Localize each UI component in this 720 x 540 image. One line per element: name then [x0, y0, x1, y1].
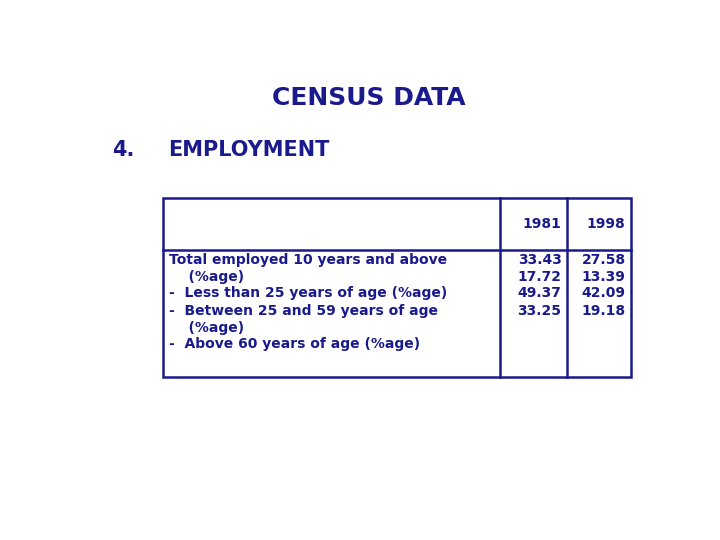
- Text: -  Less than 25 years of age (%age): - Less than 25 years of age (%age): [169, 287, 448, 300]
- Text: (%age): (%age): [169, 321, 244, 335]
- Text: 27.58: 27.58: [582, 253, 626, 267]
- Text: Total employed 10 years and above: Total employed 10 years and above: [169, 253, 447, 267]
- Text: CENSUS DATA: CENSUS DATA: [272, 85, 466, 110]
- Text: 49.37: 49.37: [518, 287, 562, 300]
- Text: 33.43: 33.43: [518, 253, 562, 267]
- Text: 33.25: 33.25: [518, 304, 562, 318]
- Text: 13.39: 13.39: [582, 270, 626, 284]
- Text: (%age): (%age): [169, 270, 244, 284]
- Text: 1981: 1981: [523, 217, 562, 231]
- Text: -  Above 60 years of age (%age): - Above 60 years of age (%age): [169, 337, 420, 351]
- Text: 42.09: 42.09: [582, 287, 626, 300]
- Text: 17.72: 17.72: [518, 270, 562, 284]
- Text: 1998: 1998: [587, 217, 626, 231]
- Text: EMPLOYMENT: EMPLOYMENT: [168, 140, 330, 160]
- Text: -  Between 25 and 59 years of age: - Between 25 and 59 years of age: [169, 304, 438, 318]
- Text: 19.18: 19.18: [582, 304, 626, 318]
- Text: 4.: 4.: [112, 140, 135, 160]
